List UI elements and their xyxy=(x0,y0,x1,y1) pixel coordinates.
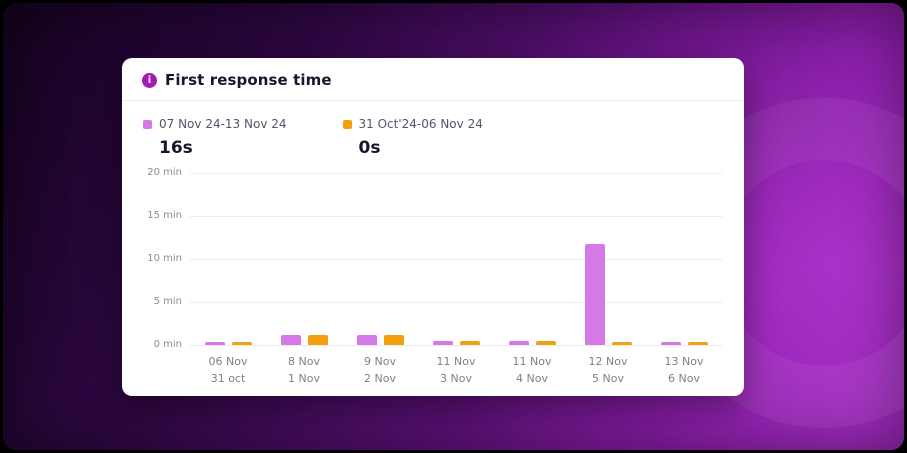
plot-area xyxy=(190,173,722,346)
card-title: First response time xyxy=(165,71,332,89)
chart-bar-series2-cat4[interactable] xyxy=(459,340,480,345)
x-label-line1: 11 Nov xyxy=(512,355,552,368)
x-label-line2: 4 Nov xyxy=(516,372,548,385)
legend: 07 Nov 24-13 Nov 24 16s 31 Oct'24-06 Nov 2… xyxy=(122,101,744,158)
gridline xyxy=(190,345,722,346)
x-label-line1: 13 Nov xyxy=(664,355,704,368)
chart-bar-series2-cat3[interactable] xyxy=(383,334,404,345)
x-axis-label-5: 11 Nov 4 Nov xyxy=(494,353,570,387)
bar-group-6 xyxy=(570,173,646,345)
gridline xyxy=(190,302,722,303)
chart-bar-series2-cat1[interactable] xyxy=(231,341,252,345)
y-axis-tick: 20 min xyxy=(147,167,182,178)
y-axis-tick: 5 min xyxy=(153,296,182,307)
gridline xyxy=(190,173,722,174)
x-label-line1: 06 Nov xyxy=(208,355,248,368)
bar-group-3 xyxy=(342,173,418,345)
x-axis-label-4: 11 Nov 3 Nov xyxy=(418,353,494,387)
bar-chart: 20 min 15 min 10 min 5 min 0 min 06 Nov 31 oc… xyxy=(140,166,726,387)
background: i First response time 07 Nov 24-13 Nov 2… xyxy=(3,3,904,450)
bar-group-7 xyxy=(646,173,722,345)
chart-bar-series1-cat1[interactable] xyxy=(204,341,225,345)
first-response-time-card: i First response time 07 Nov 24-13 Nov 2… xyxy=(122,58,744,396)
gridline xyxy=(190,259,722,260)
x-label-line2: 1 Nov xyxy=(288,372,320,385)
bar-group-4 xyxy=(418,173,494,345)
legend-item-1: 07 Nov 24-13 Nov 24 16s xyxy=(143,117,287,158)
x-label-line2: 2 Nov xyxy=(364,372,396,385)
legend-swatch xyxy=(143,119,152,129)
x-axis-label-3: 9 Nov 2 Nov xyxy=(342,353,418,387)
chart-bar-series2-cat6[interactable] xyxy=(611,341,632,345)
chart-bar-series2-cat5[interactable] xyxy=(535,340,556,345)
chart-bar-series1-cat2[interactable] xyxy=(280,334,301,345)
bar-group-2 xyxy=(266,173,342,345)
legend-label: 31 Oct'24-06 Nov 24 xyxy=(358,117,483,131)
y-axis-tick: 0 min xyxy=(153,339,182,350)
x-label-line1: 12 Nov xyxy=(588,355,628,368)
chart-bar-series1-cat3[interactable] xyxy=(356,334,377,345)
x-label-line2: 6 Nov xyxy=(668,372,700,385)
x-label-line2: 31 oct xyxy=(210,372,246,385)
x-axis-label-6: 12 Nov 5 Nov xyxy=(570,353,646,387)
legend-item-header: 31 Oct'24-06 Nov 24 xyxy=(342,117,483,131)
legend-label: 07 Nov 24-13 Nov 24 xyxy=(159,117,287,131)
x-label-line1: 11 Nov xyxy=(436,355,476,368)
chart-bar-series2-cat7[interactable] xyxy=(687,342,708,345)
x-axis-label-7: 13 Nov 6 Nov xyxy=(646,353,722,387)
x-label-line2: 5 Nov xyxy=(592,372,624,385)
x-axis-label-2: 8 Nov 1 Nov xyxy=(266,353,342,387)
x-label-line2: 3 Nov xyxy=(440,372,472,385)
legend-swatch xyxy=(342,119,352,129)
bar-group-1 xyxy=(190,173,266,345)
chart-bar-series2-cat2[interactable] xyxy=(307,334,328,345)
chart-bar-series1-cat4[interactable] xyxy=(432,340,453,345)
legend-value: 16s xyxy=(159,138,193,158)
card-header: i First response time xyxy=(122,58,744,101)
chart-bar-series1-cat5[interactable] xyxy=(508,340,529,345)
x-axis-label-1: 06 Nov 31 oct xyxy=(190,353,266,387)
x-label-line1: 9 Nov xyxy=(364,355,396,368)
legend-item-2: 31 Oct'24-06 Nov 24 0s xyxy=(342,117,483,158)
info-icon[interactable]: i xyxy=(142,72,157,88)
bar-group-5 xyxy=(494,173,570,345)
legend-item-header: 07 Nov 24-13 Nov 24 xyxy=(143,117,287,131)
gridline xyxy=(190,216,722,217)
x-label-line1: 8 Nov xyxy=(288,355,320,368)
y-axis-tick: 10 min xyxy=(147,253,182,264)
chart-bar-series1-cat6[interactable] xyxy=(584,244,605,345)
y-axis: 20 min 15 min 10 min 5 min 0 min xyxy=(140,167,182,350)
chart-bar-series1-cat7[interactable] xyxy=(660,342,681,345)
legend-value: 0s xyxy=(358,138,381,158)
y-axis-tick: 15 min xyxy=(147,210,182,221)
